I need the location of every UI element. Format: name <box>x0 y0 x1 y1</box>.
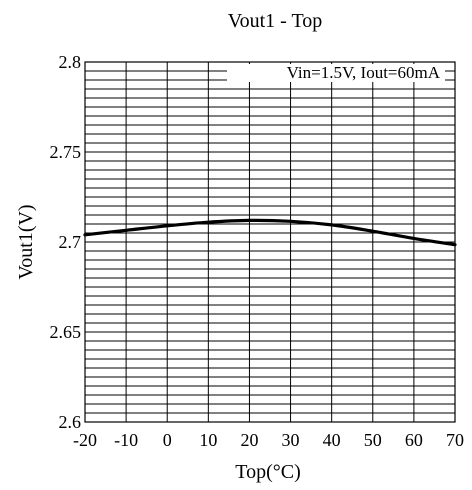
grid <box>84 61 456 423</box>
x-axis-label: Top(°C) <box>235 461 300 483</box>
x-tick-label: 70 <box>446 430 464 450</box>
x-tick-label: 0 <box>163 430 172 450</box>
y-tick-label: 2.65 <box>50 322 82 342</box>
x-tick-label: 10 <box>199 430 217 450</box>
x-tick-label: 20 <box>240 430 258 450</box>
y-tick-label: 2.7 <box>59 232 82 252</box>
y-tick-label: 2.8 <box>59 52 82 72</box>
x-tick-label: 30 <box>282 430 300 450</box>
y-axis-label: Vout1(V) <box>15 204 37 279</box>
chart-annotation: Vin=1.5V, Iout=60mA <box>287 63 441 82</box>
annotation-box <box>227 64 445 82</box>
series-group <box>83 218 457 247</box>
x-tick-label: -10 <box>114 430 138 450</box>
chart-title: Vout1 - Top <box>228 10 323 32</box>
series-line-0 <box>83 218 457 247</box>
y-tick-label: 2.75 <box>50 142 82 162</box>
x-tick-label: 40 <box>323 430 341 450</box>
x-tick-label: -20 <box>73 430 97 450</box>
x-tick-labels: -20 -10 0 10 20 30 40 50 60 70 <box>73 430 464 450</box>
y-tick-label: 2.6 <box>59 412 82 432</box>
x-tick-label: 50 <box>364 430 382 450</box>
x-tick-label: 60 <box>405 430 423 450</box>
annotation-background <box>227 64 445 82</box>
y-tick-labels: 2.6 2.65 2.7 2.75 2.8 <box>50 52 82 432</box>
plot-frame <box>84 61 456 423</box>
